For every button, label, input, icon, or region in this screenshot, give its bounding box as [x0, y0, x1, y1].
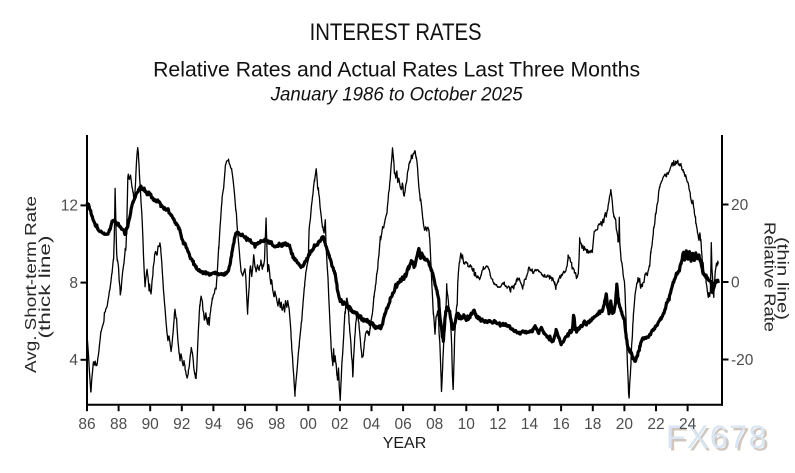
svg-text:92: 92: [173, 416, 190, 433]
svg-text:02: 02: [331, 416, 348, 433]
svg-text:(thin line): (thin line): [774, 237, 791, 320]
svg-text:8: 8: [69, 275, 78, 292]
svg-text:08: 08: [426, 416, 443, 433]
svg-text:0: 0: [731, 274, 740, 291]
svg-text:16: 16: [552, 416, 569, 433]
svg-text:January 1986 to October 2025: January 1986 to October 2025: [270, 85, 523, 106]
svg-text:22: 22: [647, 416, 664, 433]
svg-text:90: 90: [142, 416, 160, 433]
svg-text:96: 96: [236, 416, 253, 433]
svg-text:12: 12: [489, 416, 506, 433]
svg-text:Relative Rates and Actual Rate: Relative Rates and Actual Rates Last Thr…: [153, 57, 640, 81]
svg-text:20: 20: [731, 197, 749, 214]
svg-text:Relative Rate: Relative Rate: [761, 222, 778, 332]
svg-text:88: 88: [110, 416, 127, 433]
svg-text:98: 98: [268, 416, 285, 433]
svg-text:FX678: FX678: [669, 422, 771, 458]
svg-text:86: 86: [78, 416, 95, 433]
svg-text:14: 14: [521, 416, 539, 433]
svg-text:Avg. Short-term Rate: Avg. Short-term Rate: [23, 196, 40, 373]
svg-text:04: 04: [363, 416, 381, 433]
svg-text:94: 94: [205, 416, 223, 433]
svg-text:06: 06: [394, 416, 411, 433]
svg-text:INTEREST RATES: INTEREST RATES: [310, 19, 482, 46]
svg-text:(thick line): (thick line): [37, 236, 54, 339]
svg-text:FX678: FX678: [666, 419, 768, 455]
svg-text:-20: -20: [731, 352, 754, 369]
svg-text:4: 4: [69, 352, 78, 369]
svg-text:00: 00: [300, 416, 318, 433]
svg-text:12: 12: [61, 198, 78, 215]
svg-text:20: 20: [616, 416, 634, 433]
svg-text:24: 24: [679, 416, 697, 433]
svg-text:YEAR: YEAR: [383, 435, 427, 452]
svg-text:18: 18: [584, 416, 601, 433]
svg-text:10: 10: [458, 416, 476, 433]
